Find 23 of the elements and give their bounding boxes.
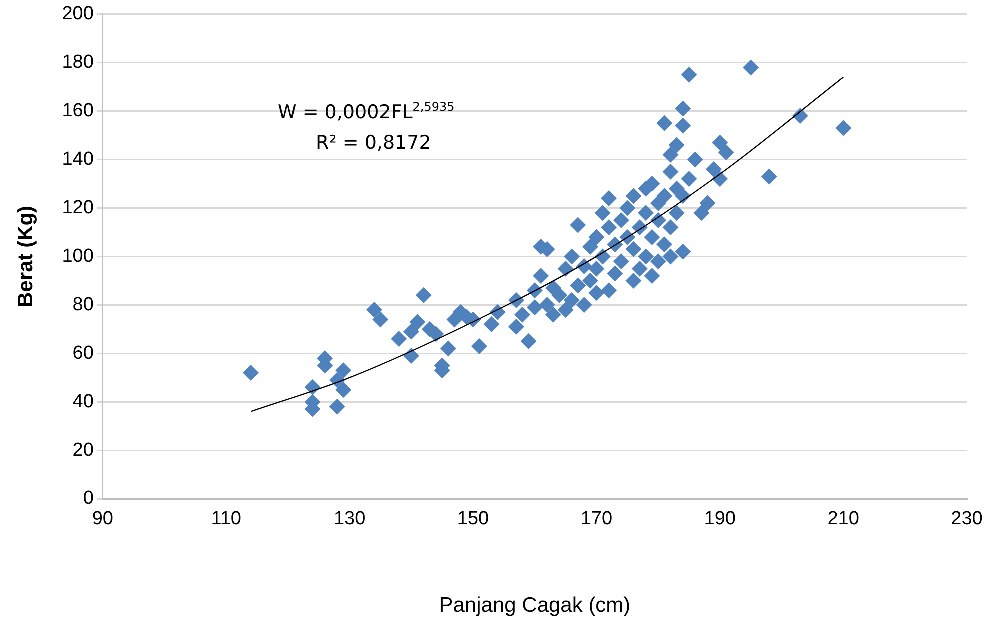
y-tick-label: 80 [72,294,94,316]
x-tick-label: 150 [457,508,490,530]
x-tick-label: 190 [704,508,736,530]
y-tick-label: 100 [62,246,94,267]
y-tick-label: 0 [83,488,94,510]
x-tick-label: 110 [211,508,242,530]
annotation: R² = 0,8172 [316,132,432,154]
y-axis-title: Berat (Kg) [14,206,38,308]
x-tick-label: 90 [92,508,114,530]
y-tick-label: 60 [72,342,94,364]
x-tick-label: 130 [334,508,366,530]
x-tick-label: 210 [828,508,860,530]
x-axis-title: Panjang Cagak (cm) [439,594,631,618]
y-tick-label: 20 [72,440,94,461]
y-tick-label: 200 [62,4,94,25]
y-tick-label: 180 [62,52,94,74]
x-tick-label: 230 [951,508,983,530]
y-tick-label: 140 [62,149,94,170]
y-tick-label: 40 [72,391,94,412]
y-tick-label: 160 [62,100,94,122]
annotation: W = 0,0002FL$^{2,5935}$ [278,100,455,124]
y-tick-label: 120 [62,197,94,218]
x-tick-label: 170 [580,508,613,530]
